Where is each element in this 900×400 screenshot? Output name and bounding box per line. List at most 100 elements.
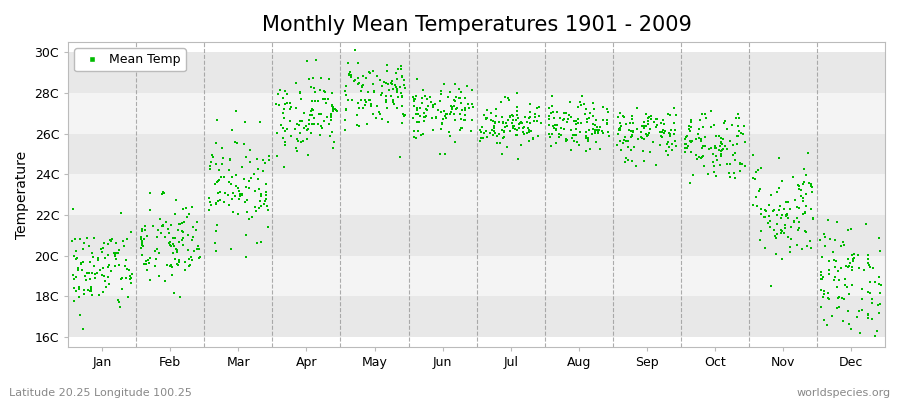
- Point: [98, 278, 112, 284]
- Point: [68, 276, 82, 283]
- Point: [685, 138, 699, 144]
- Point: [194, 254, 208, 260]
- Point: [579, 133, 593, 140]
- Point: [328, 106, 343, 113]
- Point: [509, 108, 524, 114]
- Point: [507, 123, 521, 130]
- Point: [708, 145, 723, 152]
- Point: [678, 144, 692, 151]
- Point: [173, 221, 187, 228]
- Point: [235, 192, 249, 198]
- Point: [171, 262, 185, 268]
- Point: [428, 101, 442, 107]
- Point: [410, 135, 424, 141]
- Point: [94, 249, 109, 256]
- Point: [122, 272, 137, 279]
- Point: [588, 127, 602, 133]
- Point: [733, 160, 747, 167]
- Point: [123, 279, 138, 286]
- Point: [142, 260, 157, 266]
- Point: [680, 134, 694, 140]
- Point: [379, 93, 393, 99]
- Point: [444, 109, 458, 115]
- Point: [653, 120, 668, 126]
- Point: [369, 114, 383, 121]
- Point: [346, 78, 361, 84]
- Point: [311, 121, 326, 128]
- Point: [579, 106, 593, 112]
- Point: [579, 148, 593, 155]
- Point: [383, 93, 398, 100]
- Point: [489, 113, 503, 120]
- Point: [413, 113, 428, 119]
- Point: [367, 88, 382, 95]
- Point: [635, 148, 650, 154]
- Point: [779, 212, 794, 218]
- Point: [83, 259, 97, 265]
- Point: [102, 262, 116, 268]
- Point: [780, 215, 795, 221]
- Point: [640, 121, 654, 127]
- Point: [284, 104, 299, 110]
- Point: [724, 174, 738, 180]
- Point: [178, 259, 193, 266]
- Point: [238, 254, 253, 260]
- Point: [393, 90, 408, 96]
- Point: [78, 277, 93, 283]
- Point: [118, 263, 132, 269]
- Point: [322, 76, 337, 82]
- Point: [410, 105, 425, 111]
- Point: [614, 146, 628, 153]
- Point: [664, 141, 679, 147]
- Point: [377, 79, 392, 86]
- Point: [302, 152, 316, 158]
- Point: [778, 199, 793, 205]
- Point: [586, 100, 600, 106]
- Point: [511, 156, 526, 162]
- Point: [155, 222, 169, 229]
- Point: [770, 251, 784, 258]
- Point: [715, 135, 729, 142]
- Point: [738, 138, 752, 145]
- Point: [638, 111, 652, 117]
- Point: [814, 271, 828, 278]
- Point: [816, 274, 831, 281]
- Point: [599, 106, 614, 112]
- Point: [527, 118, 542, 124]
- Point: [569, 120, 583, 127]
- Point: [460, 83, 474, 89]
- Point: [352, 105, 366, 112]
- Point: [306, 74, 320, 81]
- Point: [168, 196, 183, 203]
- Point: [492, 119, 507, 126]
- Point: [324, 113, 338, 119]
- Point: [498, 124, 512, 130]
- Point: [68, 236, 83, 242]
- Point: [257, 198, 272, 204]
- Point: [728, 156, 742, 163]
- Point: [503, 128, 517, 134]
- Point: [845, 282, 859, 288]
- Point: [293, 90, 308, 96]
- Point: [841, 227, 855, 234]
- Point: [610, 131, 625, 137]
- Point: [114, 276, 129, 282]
- Point: [852, 330, 867, 336]
- Point: [248, 188, 262, 194]
- Point: [757, 213, 771, 220]
- Point: [841, 308, 855, 314]
- Point: [176, 206, 191, 212]
- Point: [680, 140, 694, 147]
- Point: [662, 131, 677, 138]
- Point: [339, 82, 354, 89]
- Point: [836, 239, 850, 246]
- Point: [409, 110, 423, 117]
- Point: [579, 129, 593, 135]
- Point: [446, 106, 460, 112]
- Point: [545, 131, 560, 138]
- Point: [158, 234, 173, 241]
- Point: [172, 256, 186, 263]
- Point: [307, 89, 321, 95]
- Point: [68, 253, 82, 259]
- Point: [830, 219, 844, 226]
